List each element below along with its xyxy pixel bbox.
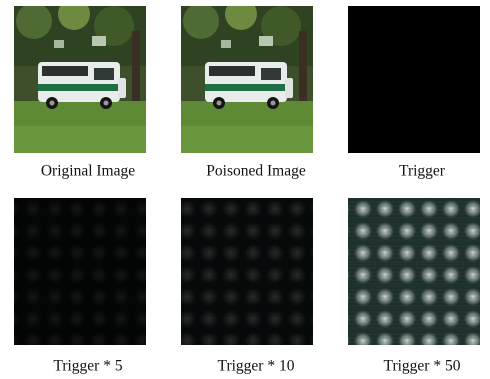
caption: Trigger bbox=[399, 163, 446, 180]
caption: Original Image bbox=[41, 163, 135, 180]
figure: Original Image Poisoned Image Trigger Tr… bbox=[0, 0, 490, 379]
original-image bbox=[14, 0, 146, 153]
poisoned-image bbox=[181, 0, 313, 153]
caption: Trigger * 10 bbox=[218, 358, 295, 375]
trigger-x10-image bbox=[181, 198, 313, 345]
trigger-x5-image bbox=[14, 198, 146, 345]
caption: Trigger * 5 bbox=[53, 358, 122, 375]
trigger-x50-image bbox=[348, 198, 480, 345]
caption: Poisoned Image bbox=[206, 163, 306, 180]
trigger-image bbox=[348, 6, 480, 153]
caption: Trigger * 50 bbox=[384, 358, 461, 375]
